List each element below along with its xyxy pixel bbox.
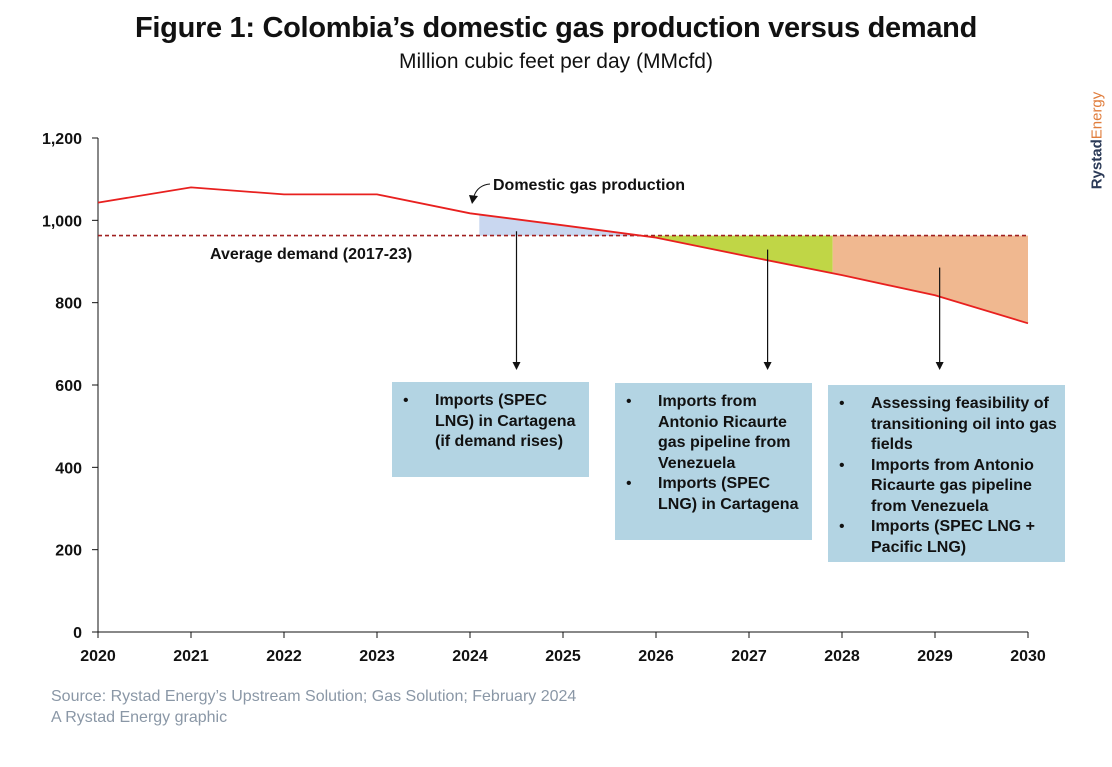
x-tick-label: 2022: [266, 648, 302, 665]
x-tick-label: 2024: [452, 648, 488, 665]
brand-part: Rystad: [1088, 139, 1106, 190]
import-option-item: Imports (SPEC LNG + Pacific LNG): [828, 517, 1065, 558]
arrow-head: [763, 362, 772, 370]
gap-shaded-area: [832, 235, 1028, 324]
x-tick-label: 2021: [173, 648, 209, 665]
y-tick-label: 800: [55, 296, 82, 313]
import-option-item: Imports (SPEC LNG) in Cartagena: [615, 474, 812, 515]
x-tick-label: 2029: [917, 648, 953, 665]
source-line: Source: Rystad Energy’s Upstream Solutio…: [51, 688, 577, 705]
arrow-head: [512, 362, 521, 370]
import-option-box: Assessing feasibility of transitioning o…: [828, 385, 1065, 562]
x-tick-label: 2030: [1010, 648, 1046, 665]
import-option-item: Imports (SPEC LNG) in Cartagena (if dema…: [392, 391, 589, 453]
import-option-item: Assessing feasibility of transitioning o…: [828, 394, 1065, 456]
source-note: Source: Rystad Energy’s Upstream Solutio…: [51, 686, 576, 728]
production-annotation: Domestic gas production: [493, 177, 685, 194]
y-tick-label: 400: [55, 460, 82, 477]
credit-line: A Rystad Energy graphic: [51, 709, 228, 726]
brand-part: Energy: [1088, 91, 1106, 140]
x-tick-label: 2023: [359, 648, 395, 665]
production-line: [97, 186, 1029, 325]
x-tick-label: 2025: [545, 648, 581, 665]
import-option-box: Imports (SPEC LNG) in Cartagena (if dema…: [392, 382, 589, 477]
import-option-item: Imports from Antonio Ricaurte gas pipeli…: [615, 392, 812, 474]
y-tick-label: 1,200: [42, 131, 82, 148]
annotation-arrow-head: [469, 195, 478, 204]
y-tick-label: 0: [73, 625, 82, 642]
brand-logo: RystadEnergy: [1087, 85, 1106, 197]
annotation-leader: [473, 183, 491, 197]
chart-title: Figure 1: Colombia’s domestic gas produc…: [134, 12, 978, 44]
import-option-box: Imports from Antonio Ricaurte gas pipeli…: [615, 383, 812, 540]
import-option-item: Imports from Antonio Ricaurte gas pipeli…: [828, 456, 1065, 518]
y-tick-label: 600: [55, 378, 82, 395]
y-tick-label: 200: [55, 543, 82, 560]
chart-subtitle: Million cubic feet per day (MMcfd): [399, 50, 713, 73]
x-tick-label: 2026: [638, 648, 674, 665]
x-tick-label: 2027: [731, 648, 767, 665]
x-tick-label: 2020: [80, 648, 116, 665]
x-tick-label: 2028: [824, 648, 860, 665]
arrow-head: [935, 362, 944, 370]
demand-annotation: Average demand (2017-23): [210, 246, 412, 263]
y-tick-label: 1,000: [42, 213, 82, 230]
